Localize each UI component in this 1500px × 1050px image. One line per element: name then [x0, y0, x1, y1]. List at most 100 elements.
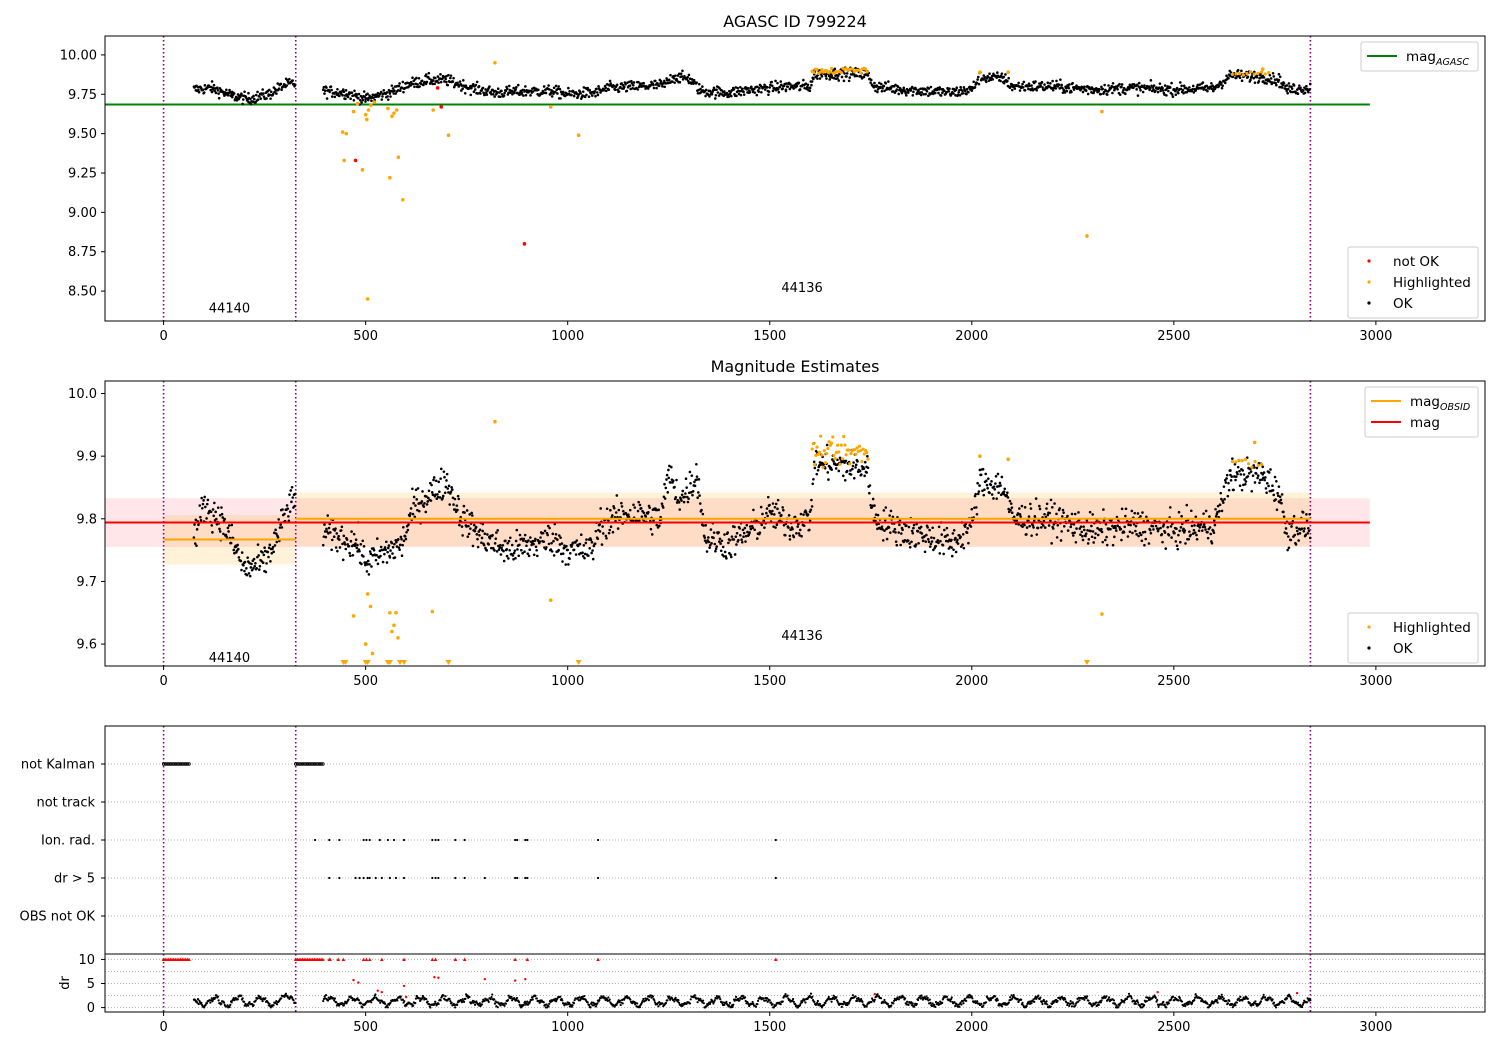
ok-point — [828, 78, 832, 81]
ok-point — [1010, 83, 1014, 86]
ok-point — [793, 515, 797, 519]
ok-point — [1046, 513, 1050, 517]
ok-point — [1100, 527, 1103, 531]
ok-point — [786, 85, 790, 88]
ok-point — [1231, 457, 1234, 460]
ok-point — [267, 546, 271, 550]
ok-point — [428, 77, 431, 81]
ok-point — [277, 87, 281, 90]
ok-point — [1100, 85, 1103, 89]
ok-point — [550, 550, 554, 553]
ok-point — [596, 537, 600, 541]
ok-point — [275, 92, 278, 95]
dr-point — [1012, 993, 1015, 997]
dr-point — [795, 1004, 798, 1007]
ok-point — [514, 86, 518, 89]
dr-point — [657, 1005, 660, 1008]
ok-point — [708, 95, 711, 98]
dr-point — [625, 994, 628, 998]
ok-point — [1286, 91, 1289, 95]
ok-point — [1039, 84, 1042, 88]
ok-point — [1262, 476, 1265, 480]
ok-point — [506, 541, 510, 545]
ok-point — [1090, 524, 1093, 528]
ok-point — [707, 536, 710, 539]
ok-point — [1149, 79, 1153, 82]
ok-point — [461, 534, 464, 537]
flag-marker — [182, 762, 186, 766]
ok-point — [449, 74, 453, 77]
ok-point — [276, 82, 280, 85]
ok-point — [1061, 91, 1065, 94]
ok-point — [338, 94, 341, 98]
ok-point — [356, 543, 359, 547]
dr-point — [741, 994, 745, 997]
ok-point — [802, 78, 805, 82]
ok-point — [1179, 81, 1182, 84]
ok-point — [627, 513, 630, 516]
ok-point — [1170, 536, 1173, 539]
ok-point — [765, 507, 769, 510]
ok-point — [585, 538, 588, 541]
ok-point — [1056, 524, 1060, 527]
ok-point — [593, 90, 597, 93]
ok-point — [195, 544, 198, 547]
ok-point — [1107, 84, 1110, 87]
ok-point — [620, 505, 624, 508]
ok-point — [671, 479, 675, 483]
ok-point — [970, 89, 974, 92]
highlighted-point — [351, 109, 356, 114]
ok-point — [1296, 92, 1300, 96]
ok-point — [871, 497, 875, 501]
dr-point — [668, 995, 671, 998]
ok-point — [1110, 84, 1114, 88]
ok-point — [584, 541, 588, 545]
ok-point — [1075, 527, 1078, 530]
dr-point — [920, 994, 923, 997]
legend-dot-swatch — [1367, 280, 1371, 284]
ok-point — [1028, 524, 1031, 528]
ok-point — [258, 564, 262, 568]
highlighted-point — [831, 435, 835, 439]
ok-point — [1271, 488, 1275, 492]
ok-point — [344, 547, 348, 551]
ok-point — [607, 531, 611, 535]
ok-point — [965, 531, 969, 535]
highlighted-point — [1250, 465, 1254, 469]
ok-point — [977, 82, 981, 86]
ok-point — [1229, 479, 1233, 482]
highlighted-point — [548, 598, 553, 603]
ok-point — [863, 73, 866, 77]
ok-point — [858, 469, 862, 473]
ok-point — [1208, 526, 1212, 529]
ok-point — [503, 91, 506, 95]
ok-point — [416, 487, 420, 490]
ok-point — [323, 92, 326, 95]
ok-point — [1300, 527, 1304, 531]
flag-marker — [431, 838, 434, 842]
ok-point — [771, 502, 775, 505]
ok-point — [450, 486, 453, 489]
ok-point — [995, 76, 998, 79]
ok-point — [598, 530, 602, 533]
dr-point — [1000, 1005, 1004, 1008]
highlighted-point — [829, 66, 834, 71]
ok-point — [344, 89, 348, 92]
ok-point — [536, 88, 540, 92]
ok-point — [1088, 510, 1092, 514]
ok-point — [895, 88, 899, 91]
ok-point — [1114, 526, 1117, 530]
ok-point — [390, 541, 394, 545]
x-tick-label: 1500 — [753, 329, 786, 344]
ok-point — [619, 85, 622, 89]
ok-point — [999, 74, 1003, 78]
ok-point — [567, 86, 570, 90]
ok-point — [900, 532, 903, 535]
ok-point — [269, 90, 273, 94]
ok-point — [1308, 536, 1312, 540]
ok-point — [379, 90, 383, 94]
ok-point — [911, 94, 915, 97]
ok-point — [290, 485, 294, 489]
ok-point — [739, 93, 743, 97]
ok-point — [375, 553, 378, 557]
